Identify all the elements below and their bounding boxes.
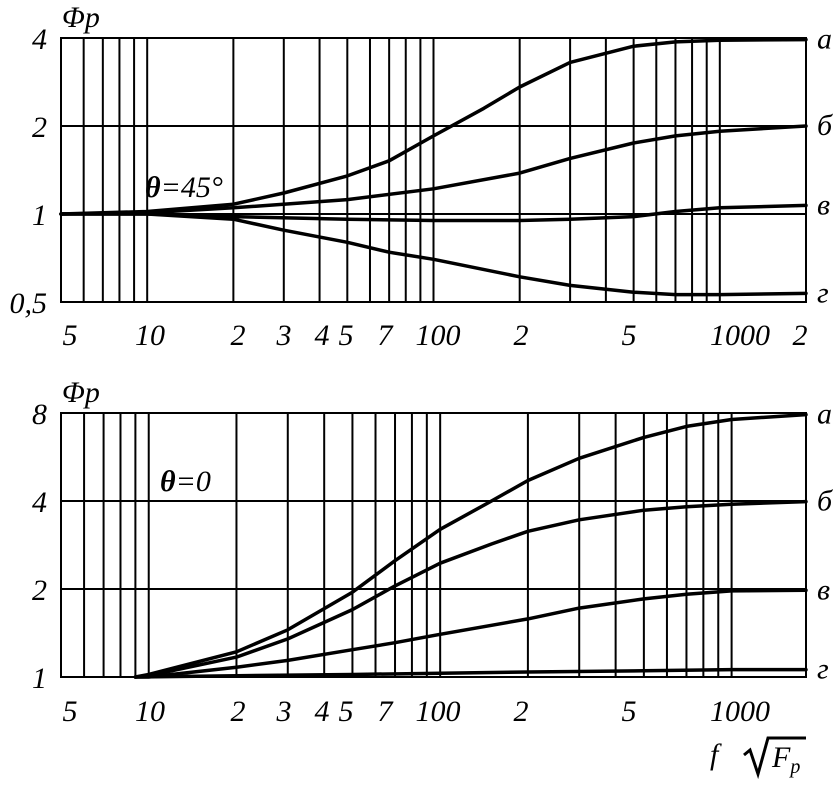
series-label: а [817,398,832,431]
x-tick-label: 4 [315,319,330,352]
y-tick-label: 0,5 [10,287,48,320]
x-tick-label: 5 [339,319,354,352]
series-label: б [817,485,833,518]
series-line-0 [133,412,808,679]
svg-text:Fp: Fp [771,741,800,778]
y-axis-label: Φр [62,1,100,34]
x-tick-label: 2 [514,319,529,352]
series-label: г [817,653,829,686]
x-tick-label: 1000 [710,695,770,728]
series-line-3 [59,212,808,297]
x-tick-label: 5 [63,319,78,352]
x-tick-label: 5 [63,695,78,728]
y-tick-label: 4 [32,23,47,56]
x-tick-label: 100 [416,319,461,352]
x-tick-label: 3 [276,319,292,352]
x-tick-label: 5 [622,695,637,728]
series-line-1 [133,499,808,679]
y-tick-label: 8 [32,398,47,431]
series-line-0 [59,37,808,216]
x-tick-label: 2 [231,695,246,728]
series-label: в [817,573,830,606]
y-tick-label: 2 [32,111,47,144]
series-label: в [817,188,830,221]
y-tick-label: 1 [32,662,47,695]
x-axis-label: f Fp [710,736,806,780]
series-line-3 [133,667,808,679]
y-tick-label: 1 [32,199,47,232]
x-tick-label: 5 [622,319,637,352]
x-tick-label: 100 [416,695,461,728]
x-tick-label: 2 [231,319,246,352]
svg-text:f: f [710,738,722,771]
x-tick-label: 2 [793,319,808,352]
x-tick-label: 2 [514,695,529,728]
x-tick-label: 3 [276,695,292,728]
x-tick-label: 10 [135,319,165,352]
x-tick-label: 5 [339,695,354,728]
x-tick-label: 4 [315,695,330,728]
series-line-1 [59,124,808,216]
series-line-2 [133,588,808,679]
series-label: г [817,276,829,309]
x-tick-label: 10 [135,695,165,728]
angle-annotation: θ=45° [145,171,223,204]
y-axis-label: Φр [62,376,100,409]
y-tick-label: 2 [32,574,47,607]
angle-annotation: θ=0 [160,465,211,498]
y-tick-label: 4 [32,486,47,519]
plot-frame [60,412,807,678]
x-tick-label: 1000 [710,319,770,352]
series-label: а [817,23,832,56]
x-tick-label: 7 [378,695,395,728]
series-label: б [817,109,833,142]
x-tick-label: 7 [378,319,395,352]
